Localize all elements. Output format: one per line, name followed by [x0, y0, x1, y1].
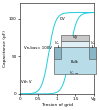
Bar: [61, 41, 89, 47]
Bar: [61, 35, 89, 41]
Y-axis label: Capacitance (pF): Capacitance (pF): [4, 30, 8, 67]
Text: 0V: 0V: [60, 17, 66, 21]
X-axis label: Tension of grid: Tension of grid: [41, 103, 73, 106]
Bar: [89, 47, 96, 59]
Text: Vth V: Vth V: [21, 80, 32, 84]
Text: Vn,bas= 100V: Vn,bas= 100V: [24, 46, 52, 50]
Text: $V_g$: $V_g$: [72, 33, 78, 42]
Text: $V_D$: $V_D$: [54, 39, 60, 47]
Bar: [54, 47, 96, 74]
Text: $V_D$: $V_D$: [90, 39, 96, 47]
Text: $V_{n,bas}$: $V_{n,bas}$: [69, 69, 81, 77]
Text: Bulk: Bulk: [71, 61, 79, 64]
Bar: [54, 47, 61, 59]
